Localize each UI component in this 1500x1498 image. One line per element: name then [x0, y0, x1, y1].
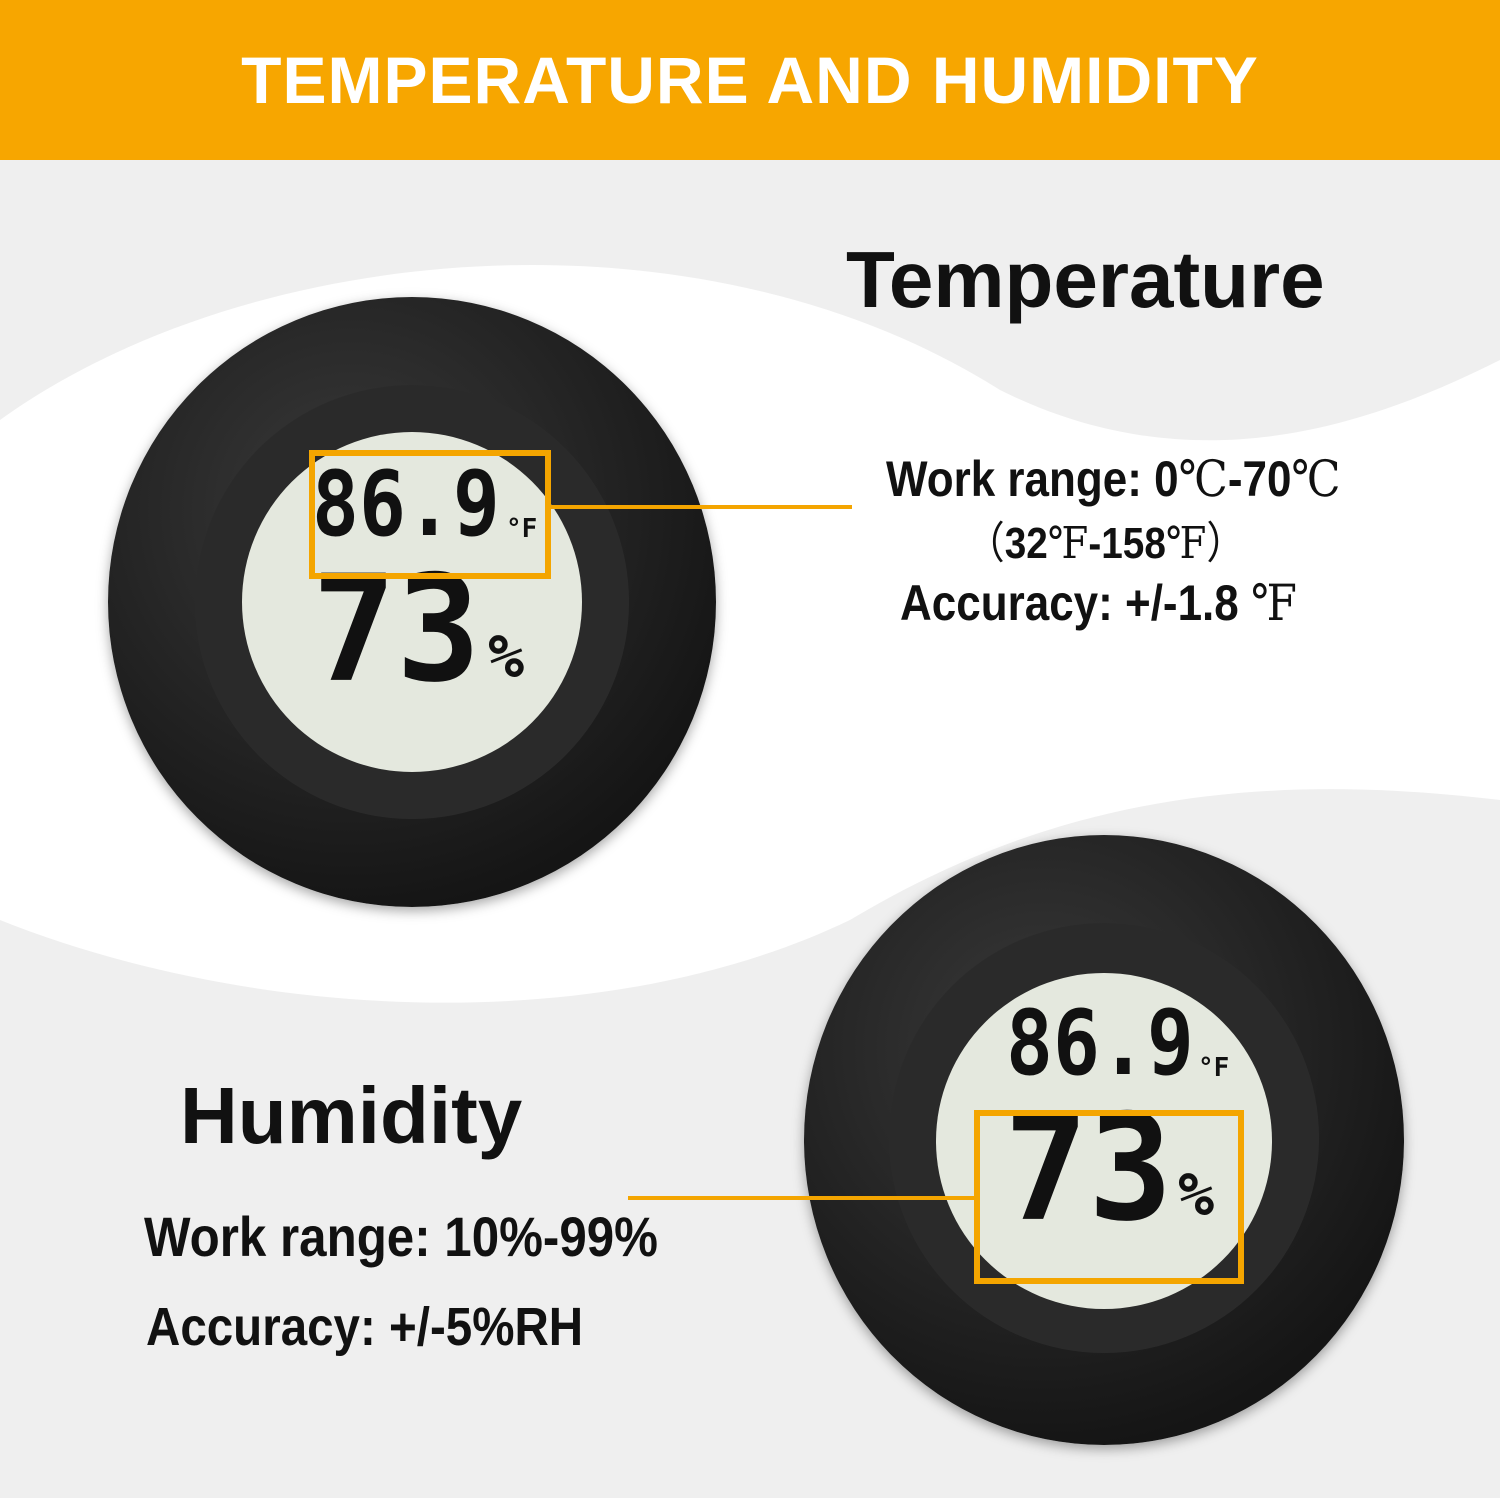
temperature-reading: 86.9	[1006, 992, 1194, 1096]
accuracy-label: Accuracy: +/-1.8	[900, 575, 1251, 631]
temperature-highlight-box	[309, 450, 551, 579]
celsius-unit: ℃	[1291, 450, 1341, 508]
humidity-range: Work range: 10%-99%	[144, 1205, 658, 1268]
range-low-f: 32	[1004, 519, 1048, 568]
lcd-screen: 86.9 °F 73 %	[242, 432, 582, 772]
title-banner: TEMPERATURE AND HUMIDITY	[0, 0, 1500, 160]
thermometer-top: 86.9 °F 73 %	[108, 297, 716, 907]
humidity-accuracy: Accuracy: +/-5%RH	[146, 1297, 584, 1357]
lcd-screen: 86.9 °F 73 %	[936, 973, 1272, 1309]
humidity-reading: 73	[1004, 1083, 1173, 1255]
celsius-unit: ℃	[1178, 450, 1228, 508]
temperature-unit: °F	[1198, 1053, 1230, 1083]
thermometer-bottom: 86.9 °F 73 %	[804, 835, 1404, 1445]
range-low-c: 0	[1154, 451, 1179, 507]
fahrenheit-unit: ℉	[1250, 574, 1298, 632]
temperature-range-fahrenheit: （32℉-158℉）	[966, 518, 1246, 569]
range-label: Work range:	[886, 451, 1155, 507]
temperature-unit: °F	[506, 514, 538, 544]
range-high-c: -70	[1227, 451, 1292, 507]
fahrenheit-unit: ℉	[1165, 518, 1207, 569]
banner-title: TEMPERATURE AND HUMIDITY	[241, 43, 1259, 117]
paren-open: （	[966, 518, 1005, 569]
humidity-unit: %	[1178, 1160, 1215, 1230]
temperature-range-celsius: Work range: 0℃-70℃	[886, 452, 1341, 507]
fahrenheit-unit: ℉	[1047, 518, 1089, 569]
temperature-reading: 86.9	[312, 453, 500, 557]
humidity-highlight-box	[974, 1110, 1244, 1284]
temperature-accuracy: Accuracy: +/-1.8 ℉	[900, 576, 1297, 631]
paren-close: ）	[1206, 518, 1246, 569]
humidity-unit: %	[488, 622, 525, 692]
range-high-f: -158	[1088, 519, 1166, 568]
temperature-callout-line	[549, 505, 852, 509]
humidity-callout-line	[628, 1196, 974, 1200]
humidity-reading: 73	[312, 544, 481, 716]
temperature-heading: Temperature	[846, 235, 1325, 324]
humidity-heading: Humidity	[180, 1071, 523, 1160]
